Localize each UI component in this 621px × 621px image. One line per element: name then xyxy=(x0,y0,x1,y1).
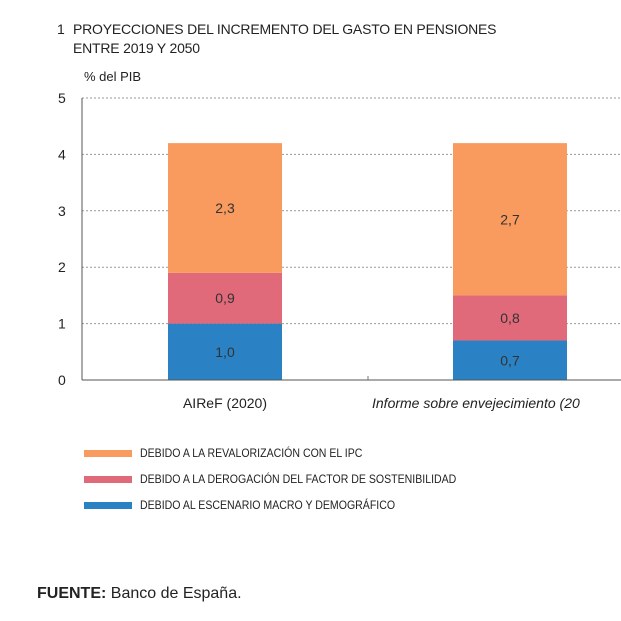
y-tick-label: 4 xyxy=(58,146,66,162)
title-line-1: PROYECCIONES DEL INCREMENTO DEL GASTO EN… xyxy=(73,21,497,37)
stacked-bar-chart: 0 1 2 3 4 5 1,0 0,9 2,3 AIReF (2020) 0,7 0,8 2,7 Info… xyxy=(58,90,621,411)
legend-label: DEBIDO A LA REVALORIZACIÓN CON EL IPC xyxy=(140,446,363,460)
data-label: 0,9 xyxy=(215,290,235,306)
legend: DEBIDO A LA REVALORIZACIÓN CON EL IPC DEB… xyxy=(84,440,499,518)
legend-item: DEBIDO A LA REVALORIZACIÓN CON EL IPC xyxy=(84,440,499,466)
source-text: Banco de España. xyxy=(106,585,242,602)
bar-segment xyxy=(168,323,282,380)
data-label: 2,3 xyxy=(215,200,235,216)
y-tick-label: 3 xyxy=(58,203,66,219)
bar-segment xyxy=(453,340,567,380)
y-axis-label: % del PIB xyxy=(84,69,142,84)
title-line-2: ENTRE 2019 Y 2050 xyxy=(73,40,200,56)
data-label: 1,0 xyxy=(215,344,235,360)
source-note: FUENTE: Banco de España. xyxy=(37,585,242,603)
legend-swatch xyxy=(84,501,132,509)
data-label: 2,7 xyxy=(500,211,520,227)
x-category-label: Informe sobre envejecimiento (20 xyxy=(372,395,580,411)
legend-swatch xyxy=(84,449,132,457)
bar-segment xyxy=(453,295,567,341)
legend-item: DEBIDO A LA DEROGACIÓN DEL FACTOR DE SOS… xyxy=(84,466,499,492)
source-label: FUENTE: xyxy=(37,585,107,602)
chart-title: 1 PROYECCIONES DEL INCREMENTO DEL GASTO E… xyxy=(57,20,497,58)
legend-label: DEBIDO A LA DEROGACIÓN DEL FACTOR DE SOS… xyxy=(140,472,457,486)
bar-segment xyxy=(168,272,282,324)
chart-number: 1 xyxy=(57,21,65,37)
y-tick-label: 5 xyxy=(58,90,66,106)
bar-segment xyxy=(168,143,282,273)
y-tick-label: 1 xyxy=(58,316,66,332)
legend-item: DEBIDO AL ESCENARIO MACRO Y DEMOGRÁFICO xyxy=(84,492,499,518)
data-label: 0,7 xyxy=(500,352,520,368)
y-tick-label: 2 xyxy=(58,259,66,275)
legend-label: DEBIDO AL ESCENARIO MACRO Y DEMOGRÁFICO xyxy=(140,498,396,512)
data-label: 0,8 xyxy=(500,310,520,326)
legend-swatch xyxy=(84,475,132,483)
x-category-label: AIReF (2020) xyxy=(183,395,267,411)
y-tick-label: 0 xyxy=(58,372,66,388)
bar-segment xyxy=(453,143,567,296)
